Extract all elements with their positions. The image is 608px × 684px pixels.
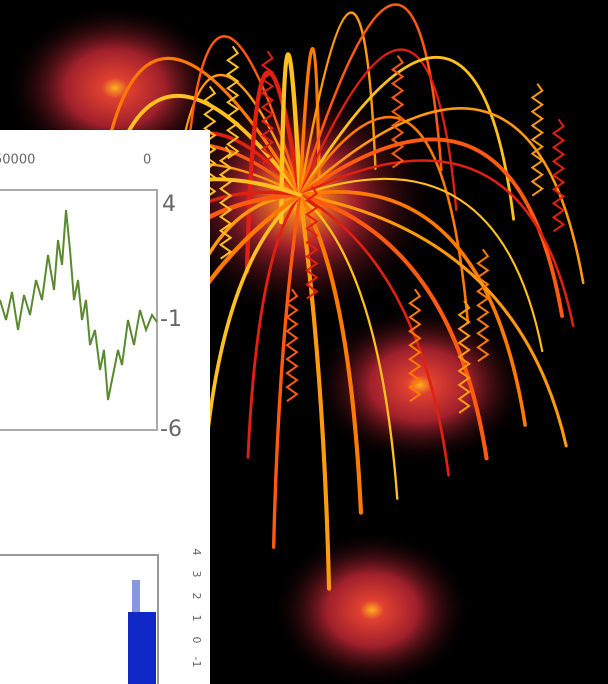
colorbar-label: 1 (190, 615, 203, 622)
colorbar-label: -1 (190, 657, 203, 668)
color-block (132, 580, 140, 612)
firework-stroke (298, 55, 516, 221)
colorbar-label: 3 (190, 571, 203, 578)
colorbar-label: 4 (190, 549, 203, 556)
firework-spark (390, 55, 405, 169)
colorbar-labels: 4 3 2 1 0 -1 (190, 549, 203, 668)
firework-stroke (298, 193, 568, 448)
firework-spark (260, 50, 275, 165)
panel-bg (0, 130, 210, 684)
firework-stroke (298, 3, 443, 197)
firework-stroke (246, 193, 302, 459)
firework-spark (551, 118, 566, 233)
firework-spark (530, 83, 545, 197)
axis-label: -6 (160, 417, 182, 442)
firework-spark (408, 288, 422, 403)
firework-stroke (298, 11, 377, 197)
color-block (128, 612, 156, 684)
firework-stroke (244, 70, 303, 274)
firework-stroke (298, 189, 527, 427)
glow (310, 305, 530, 465)
firework-stroke (271, 193, 302, 549)
firework-stroke (298, 193, 450, 477)
firework-stroke (298, 137, 565, 318)
firework-spark (305, 185, 319, 300)
firework-spark (285, 288, 299, 402)
firework-stroke (298, 177, 544, 353)
chart-panel: 50000 0 4 -1 -6 4 3 2 1 0 -1 (0, 130, 210, 684)
signal-line (0, 209, 158, 401)
firework-stroke (298, 115, 470, 325)
firework-stroke (298, 107, 585, 285)
plot-frame (0, 554, 159, 684)
firework-spark (476, 248, 490, 363)
axis-label: 0 (143, 153, 151, 168)
firework-spark (225, 45, 240, 160)
colorbar-label: 0 (190, 637, 203, 644)
axis-label: -1 (160, 307, 182, 332)
firework-stroke (298, 159, 575, 328)
firework-stroke (298, 193, 399, 500)
glow (272, 530, 472, 684)
firework-spark (457, 300, 471, 414)
firework-stroke (279, 52, 303, 225)
axis-label: 4 (162, 192, 176, 217)
colorbar-label: 2 (190, 593, 203, 600)
firework-stroke (297, 192, 489, 461)
firework-stroke (297, 192, 364, 515)
plot-frame (0, 189, 158, 431)
axis-label: 50000 (0, 153, 35, 168)
firework-spark (218, 146, 233, 260)
firework-stroke (182, 35, 302, 207)
firework-stroke (298, 48, 458, 211)
